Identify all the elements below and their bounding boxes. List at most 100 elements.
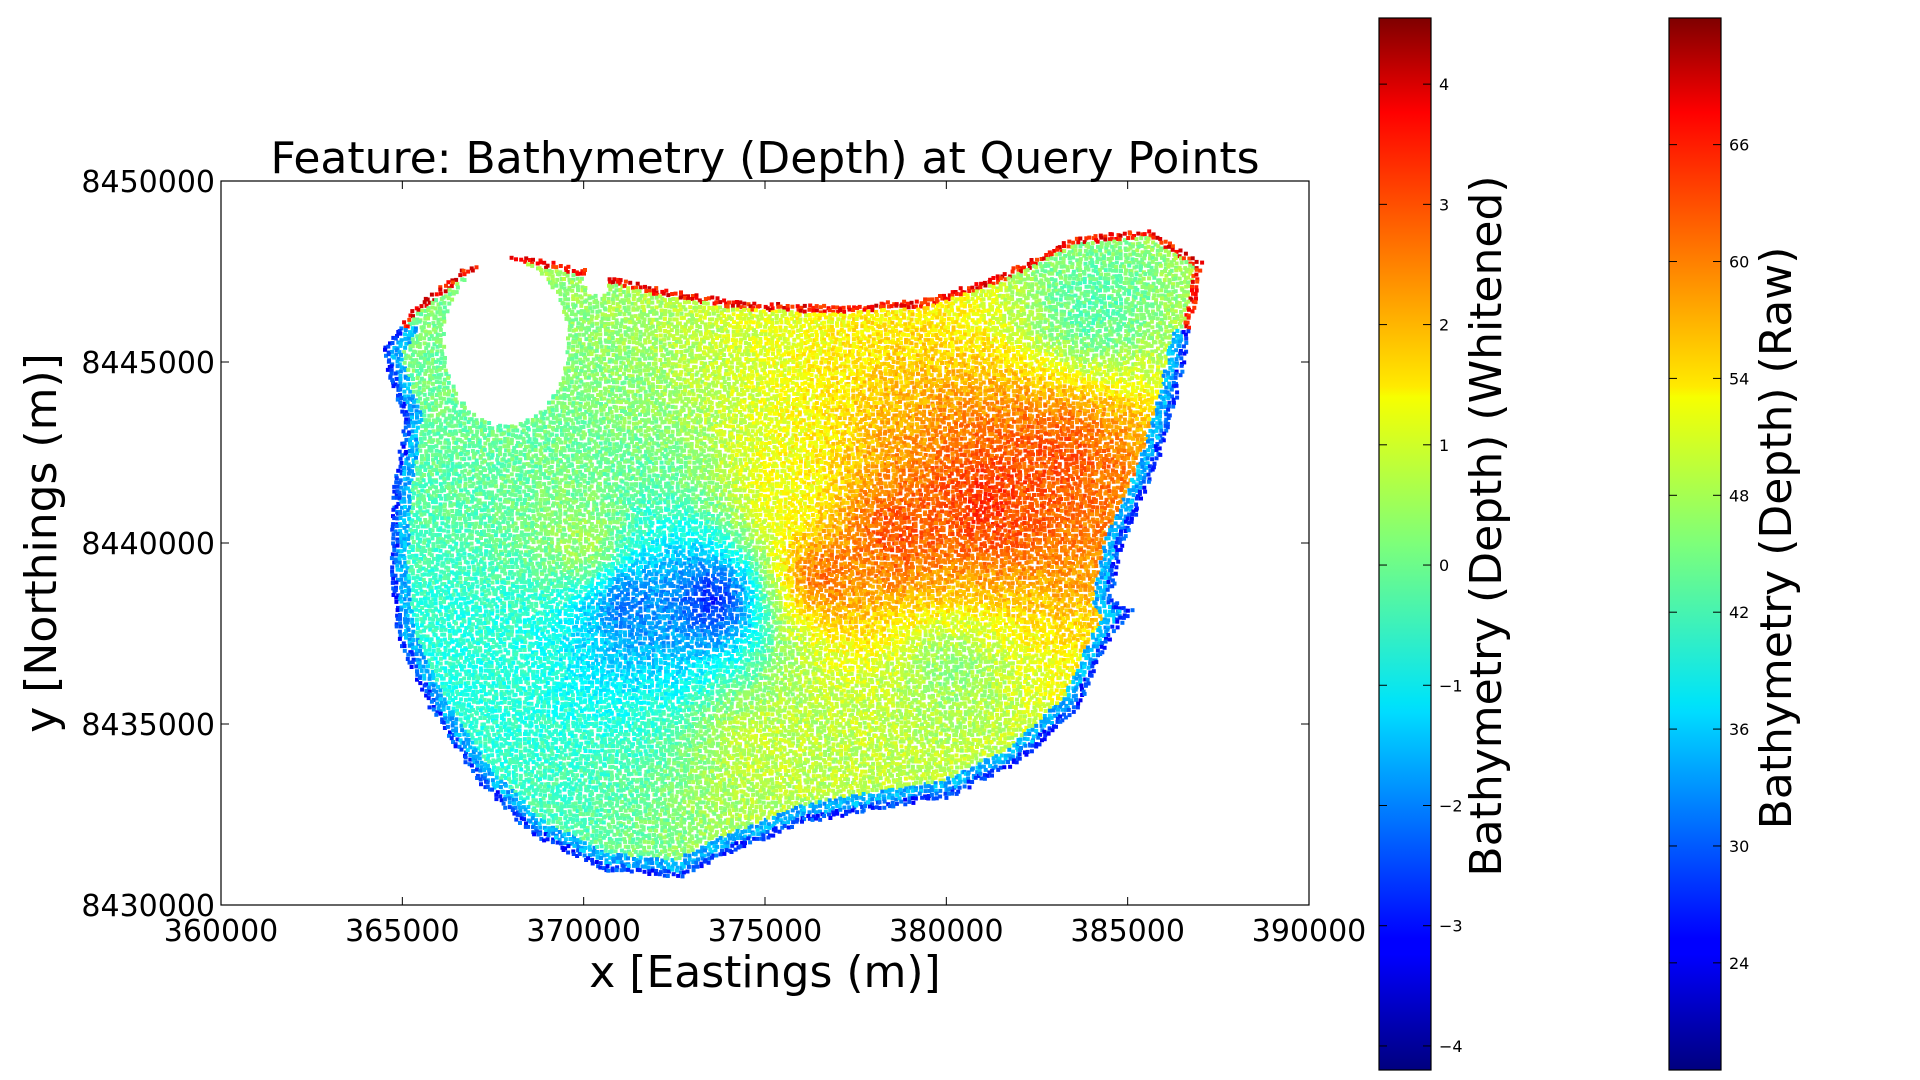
scatter-point [447, 301, 452, 306]
scatter-point [547, 268, 552, 273]
scatter-point [630, 376, 635, 381]
scatter-point [826, 319, 831, 324]
scatter-point [545, 263, 550, 268]
scatter-point [1006, 393, 1011, 398]
scatter-point [992, 365, 997, 370]
scatter-point [954, 340, 959, 345]
scatter-point [640, 300, 645, 305]
scatter-point [438, 391, 442, 396]
scatter-point [755, 392, 760, 397]
scatter-point [590, 323, 595, 328]
scatter-point [978, 349, 983, 354]
scatter-point [878, 317, 883, 322]
scatter-point [564, 316, 569, 321]
scatter-point [1106, 337, 1111, 342]
scatter-point [1114, 268, 1119, 273]
scatter-point [1036, 286, 1041, 291]
scatter-point [947, 376, 952, 381]
scatter-point [1130, 244, 1135, 249]
scatter-point [1155, 371, 1160, 376]
scatter-point [842, 372, 847, 377]
scatter-point [951, 389, 956, 394]
scatter-point [939, 319, 944, 324]
scatter-point [727, 365, 732, 370]
scatter-point [851, 393, 856, 398]
scatter-point [1035, 257, 1039, 262]
scatter-point [414, 358, 419, 363]
scatter-point [1171, 274, 1176, 278]
scatter-point [417, 380, 422, 385]
scatter-point [862, 342, 866, 346]
scatter-point [1023, 335, 1028, 340]
scatter-point [768, 364, 773, 369]
scatter-point [1009, 369, 1014, 374]
scatter-point [441, 332, 446, 336]
scatter-point [575, 349, 580, 354]
scatter-point [1043, 335, 1048, 340]
scatter-point [947, 301, 952, 306]
scatter-point [1091, 376, 1096, 381]
scatter-point [1110, 357, 1115, 362]
scatter-point [439, 301, 443, 306]
scatter-point [703, 361, 708, 366]
scatter-point [855, 387, 860, 392]
scatter-point [683, 307, 688, 312]
scatter-point [1106, 345, 1111, 350]
scatter-point [1103, 272, 1108, 277]
scatter-point [749, 375, 754, 380]
scatter-point [1084, 236, 1089, 241]
scatter-point [782, 306, 787, 310]
scatter-point [1012, 376, 1016, 381]
scatter-point [1103, 304, 1108, 309]
scatter-point [648, 346, 653, 351]
scatter-point [973, 385, 978, 390]
scatter-point [672, 307, 677, 312]
scatter-point [1031, 383, 1036, 388]
scatter-point [1182, 316, 1187, 321]
scatter-point [1056, 371, 1061, 376]
scatter-point [1168, 241, 1172, 246]
scatter-point [742, 301, 747, 306]
scatter-point [437, 324, 442, 329]
scatter-point [638, 361, 643, 366]
scatter-point [1090, 260, 1095, 265]
scatter-point [729, 354, 734, 359]
scatter-point [1055, 379, 1060, 384]
scatter-point [633, 321, 638, 326]
scatter-point [942, 351, 947, 356]
scatter-point [519, 257, 524, 262]
scatter-point [1082, 253, 1087, 258]
scatter-point [755, 314, 760, 319]
scatter-point [817, 369, 822, 374]
scatter-point [974, 379, 979, 384]
scatter-point [1088, 249, 1093, 254]
scatter-point [675, 337, 680, 342]
scatter-point [754, 369, 759, 374]
scatter-point [1174, 261, 1179, 266]
scatter-point [398, 374, 403, 378]
scatter-point [971, 333, 976, 338]
scatter-point [593, 368, 598, 373]
scatter-point [526, 262, 531, 267]
scatter-point [962, 388, 967, 393]
scatter-point [469, 266, 474, 271]
scatter-point [775, 361, 780, 366]
scatter-point [846, 305, 851, 310]
scatter-point [1054, 312, 1059, 317]
scatter-point [1085, 293, 1090, 298]
scatter-point [802, 303, 807, 308]
scatter-point [692, 330, 696, 335]
scatter-point [958, 330, 963, 335]
scatter-point [1185, 293, 1190, 298]
scatter-point [1152, 373, 1156, 378]
scatter-point [846, 392, 850, 397]
scatter-point [1127, 356, 1132, 361]
scatter-point [735, 307, 740, 312]
scatter-point [1019, 369, 1024, 374]
scatter-point [577, 372, 582, 376]
scatter-point [1149, 319, 1154, 324]
scatter-point [990, 307, 994, 312]
scatter-point [818, 380, 823, 385]
scatter-point [754, 333, 759, 338]
scatter-point [806, 355, 811, 360]
